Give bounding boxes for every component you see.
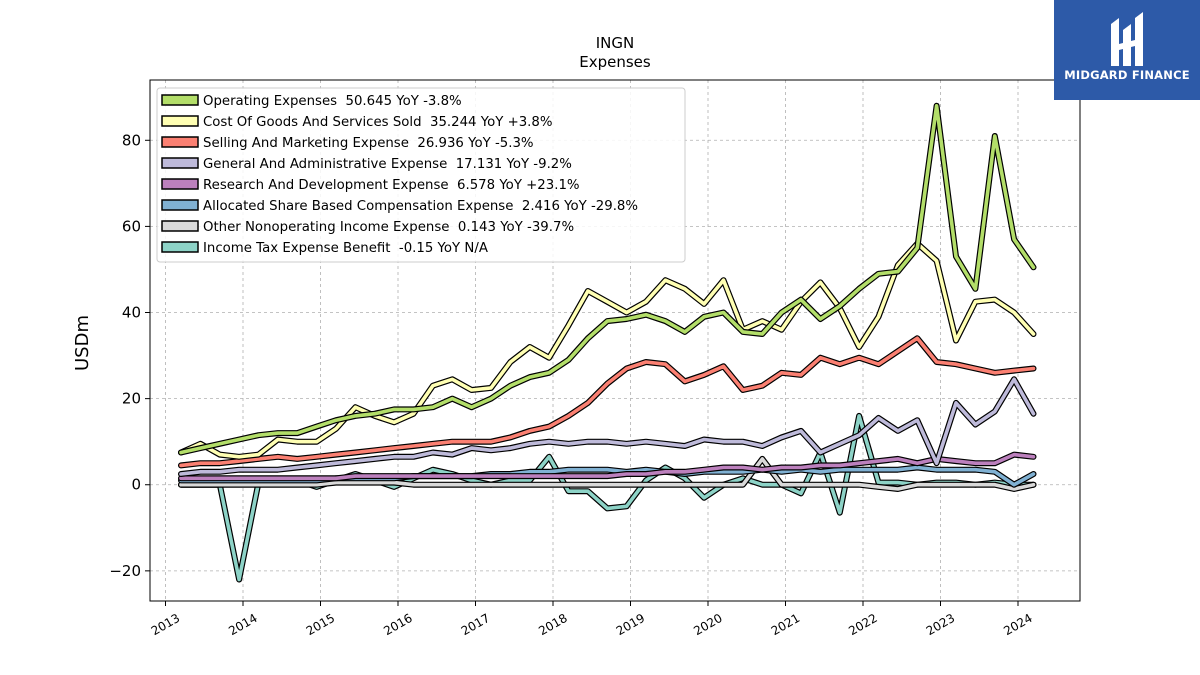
legend-swatch [161,199,199,211]
legend-swatch [161,157,199,169]
y-axis-label: USDm [72,315,93,371]
series-research-and-development-expense [178,451,1037,482]
series-line [179,452,1036,481]
x-tick-label: 2013 [149,611,182,638]
brand-mark-icon [1111,12,1143,66]
y-tick-label: 60 [122,217,141,235]
legend-entry: Other Nonoperating Income Expense 0.143 … [203,220,574,235]
series-selling-and-marketing-expense [178,335,1037,469]
legend-swatch [161,136,199,148]
legend-entry: General And Administrative Expense 17.13… [203,157,572,172]
legend-swatch [161,220,199,232]
legend-entry: Selling And Marketing Expense 26.936 YoY… [203,136,534,151]
x-tick-label: 2015 [304,611,337,638]
series-other-nonoperating-income-expense [178,455,1037,492]
x-tick-label: 2014 [226,611,259,638]
x-tick-label: 2019 [614,611,647,638]
legend-swatch [161,241,199,253]
plot-frame [149,79,1081,602]
y-tick-label: 20 [122,390,141,408]
x-tick-label: 2023 [924,611,957,638]
x-tick-label: 2022 [846,611,879,638]
x-tick-label: 2017 [459,611,492,638]
series-operating-expenses [178,102,1037,456]
legend: Operating Expenses 50.645 YoY -3.8% Cost … [156,87,686,263]
series-line [179,377,1036,476]
legend-entry: Research And Development Expense 6.578 Y… [203,178,580,193]
brand-logo: MIDGARD FINANCE [1054,0,1200,100]
chart-title: INGN [596,34,635,52]
x-tick-label: 2021 [769,611,802,638]
legend-entry: Operating Expenses 50.645 YoY -3.8% [203,94,462,109]
series-line [179,336,1036,468]
x-tick-label: 2016 [381,611,414,638]
y-tick-label: 0 [131,476,141,494]
y-tick-label: 40 [122,304,141,322]
legend-swatch [161,178,199,190]
legend-swatch [161,94,199,106]
series-line [179,457,1036,491]
series-outline [178,335,1037,469]
legend-entry: Cost Of Goods And Services Sold 35.244 Y… [203,115,553,130]
legend-entry: Allocated Share Based Compensation Expen… [203,199,638,214]
series-cost-of-goods-and-services-sold [178,240,1037,460]
series-line [179,104,1036,455]
legend-box [156,87,686,263]
legend-swatch [161,115,199,127]
chart-subtitle: Expenses [579,53,651,71]
series-general-and-administrative-expense [178,376,1037,477]
series-layer [178,102,1037,583]
x-tick-label: 2018 [536,611,569,638]
series-line [179,241,1036,459]
y-tick-label: 80 [122,131,141,149]
legend-entry: Income Tax Expense Benefit -0.15 YoY N/A [203,241,488,256]
x-tick-label: 2020 [691,611,724,638]
x-tick-label: 2024 [1001,611,1034,638]
y-tick-label: −20 [109,562,141,580]
brand-name: MIDGARD FINANCE [1064,68,1190,82]
